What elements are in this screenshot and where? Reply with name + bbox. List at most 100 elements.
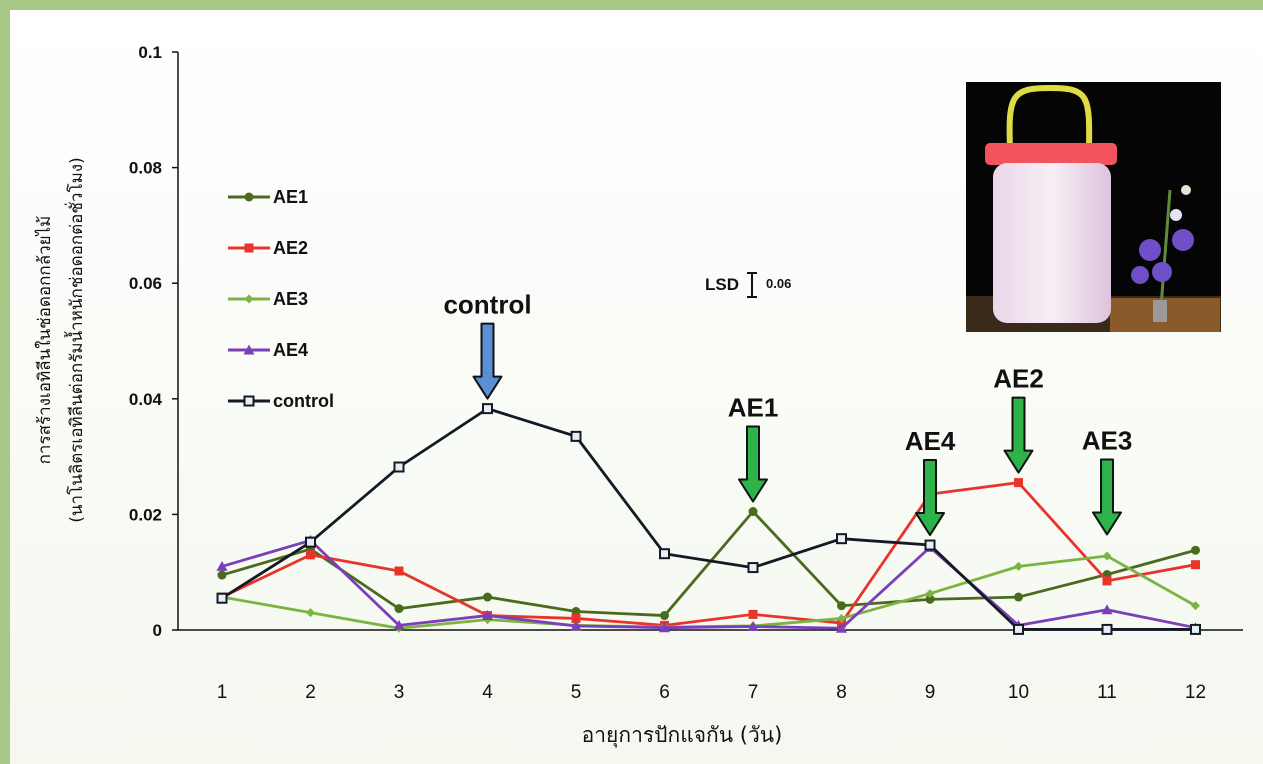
- annotation-label: AE4: [905, 426, 956, 456]
- annotation-label: control: [443, 290, 531, 320]
- x-tick-label: 2: [305, 682, 316, 703]
- data-point-ae2: [1191, 560, 1200, 570]
- series-line-ae4: [221, 539, 1196, 630]
- data-point-ae4: [482, 610, 493, 621]
- frame-top-border: [0, 0, 1263, 10]
- legend-label-ae3: AE3: [273, 289, 308, 309]
- annotation-ae2: AE2: [993, 364, 1044, 474]
- annotation-arrow: [1003, 396, 1034, 474]
- data-point-ae3: [925, 589, 935, 599]
- data-point-ae1: [1014, 592, 1023, 602]
- legend-label-ae1: AE1: [273, 187, 308, 207]
- frame-left-border: [0, 0, 10, 764]
- annotation-arrow: [472, 322, 503, 400]
- x-tick-label: 7: [748, 682, 759, 703]
- y-tick-label: 0: [153, 621, 162, 640]
- legend-marker-ae1: [244, 192, 254, 202]
- data-point-ae3: [837, 613, 846, 623]
- data-point-ae2: [1102, 576, 1112, 586]
- y-tick-label: 0.02: [129, 505, 162, 524]
- data-point-ae2: [394, 566, 404, 576]
- data-point-control: [747, 562, 759, 574]
- data-point-ae4: [216, 560, 228, 571]
- legend-label-ae2: AE2: [273, 238, 308, 258]
- data-point-ae1: [837, 601, 846, 611]
- annotation-ae1: AE1: [728, 393, 779, 503]
- data-point-ae1: [483, 592, 492, 602]
- data-point-ae1: [571, 607, 581, 617]
- y-tick-label: 0.08: [129, 159, 162, 178]
- lsd-indicator: LSD 0.06: [705, 272, 791, 298]
- data-point-ae1: [217, 570, 227, 580]
- data-point-control: [836, 533, 847, 545]
- y-tick-label: 0.04: [129, 390, 163, 409]
- x-tick-label: 3: [394, 682, 405, 703]
- annotation-arrow: [915, 459, 945, 537]
- annotation-arrow: [738, 425, 768, 503]
- x-tick-label: 12: [1185, 682, 1206, 703]
- data-point-control: [1101, 623, 1113, 635]
- data-point-ae3: [1014, 561, 1023, 571]
- x-tick-label: 6: [659, 682, 670, 703]
- data-point-ae2: [306, 550, 315, 560]
- legend-marker-ae4: [243, 344, 255, 355]
- data-point-control: [1013, 623, 1024, 635]
- data-point-control: [305, 536, 316, 548]
- data-point-ae4: [570, 620, 582, 631]
- legend-marker-ae3: [244, 294, 254, 304]
- data-point-ae4: [836, 622, 847, 633]
- lsd-value: 0.06: [766, 276, 791, 291]
- series-line-ae2: [221, 481, 1196, 627]
- annotation-label: AE2: [993, 364, 1044, 394]
- legend-label-ae4: AE4: [273, 340, 308, 360]
- x-tick-label: 1: [217, 682, 228, 703]
- x-tick-label: 10: [1008, 682, 1029, 703]
- legend-item-control: control: [228, 391, 334, 411]
- y-tick-label: 0.06: [129, 274, 162, 293]
- series-control: [216, 403, 1201, 635]
- x-tick-label: 9: [925, 682, 936, 703]
- y-axis-title-line1: การสร้างเอทิลีนในช่อดอกกล้วยไม้: [34, 216, 55, 465]
- data-point-ae2: [571, 613, 581, 623]
- y-axis-title-line2: (นาโนลิตรเอทิลีนต่อกรัมน้ำหนักช่อดอกต่อช…: [64, 157, 87, 522]
- data-point-ae1: [748, 507, 758, 517]
- legend-marker-ae2: [244, 243, 254, 253]
- data-point-ae3: [1102, 551, 1112, 561]
- data-point-control: [216, 592, 228, 604]
- data-point-control: [1190, 623, 1201, 635]
- x-tick-label: 5: [571, 682, 582, 703]
- data-point-ae2: [748, 609, 758, 619]
- annotation-ae4: AE4: [905, 426, 956, 537]
- data-point-control: [482, 403, 493, 415]
- x-tick-label: 4: [482, 682, 493, 703]
- data-point-ae3: [306, 608, 315, 618]
- legend-item-ae2: AE2: [228, 238, 308, 258]
- x-axis-title: อายุการปักแจกัน (วัน): [582, 723, 783, 748]
- data-point-ae4: [393, 619, 405, 630]
- data-point-ae1: [925, 594, 935, 604]
- annotation-arrow: [1092, 458, 1122, 536]
- legend-label-control: control: [273, 391, 334, 411]
- legend-item-ae4: AE4: [228, 340, 308, 360]
- annotation-label: AE1: [728, 393, 779, 423]
- data-point-ae4: [659, 622, 670, 633]
- data-point-control: [659, 548, 670, 560]
- series-line-control: [221, 407, 1196, 631]
- data-point-ae1: [1191, 545, 1200, 555]
- data-point-ae2: [1014, 478, 1023, 488]
- legend-item-ae1: AE1: [228, 187, 308, 207]
- x-tick-label: 8: [836, 682, 847, 703]
- annotation-ae3: AE3: [1082, 425, 1132, 536]
- data-point-ae4: [747, 621, 759, 632]
- data-point-ae3: [1191, 601, 1200, 611]
- lsd-label: LSD: [705, 275, 739, 294]
- data-point-control: [393, 461, 405, 473]
- inset-photo: [966, 82, 1221, 332]
- series-line-ae1: [221, 510, 1196, 617]
- annotation-control: control: [443, 290, 532, 400]
- data-point-control: [924, 539, 936, 551]
- x-tick-label: 11: [1097, 682, 1117, 703]
- data-point-ae1: [394, 604, 404, 614]
- legend-item-ae3: AE3: [228, 289, 308, 309]
